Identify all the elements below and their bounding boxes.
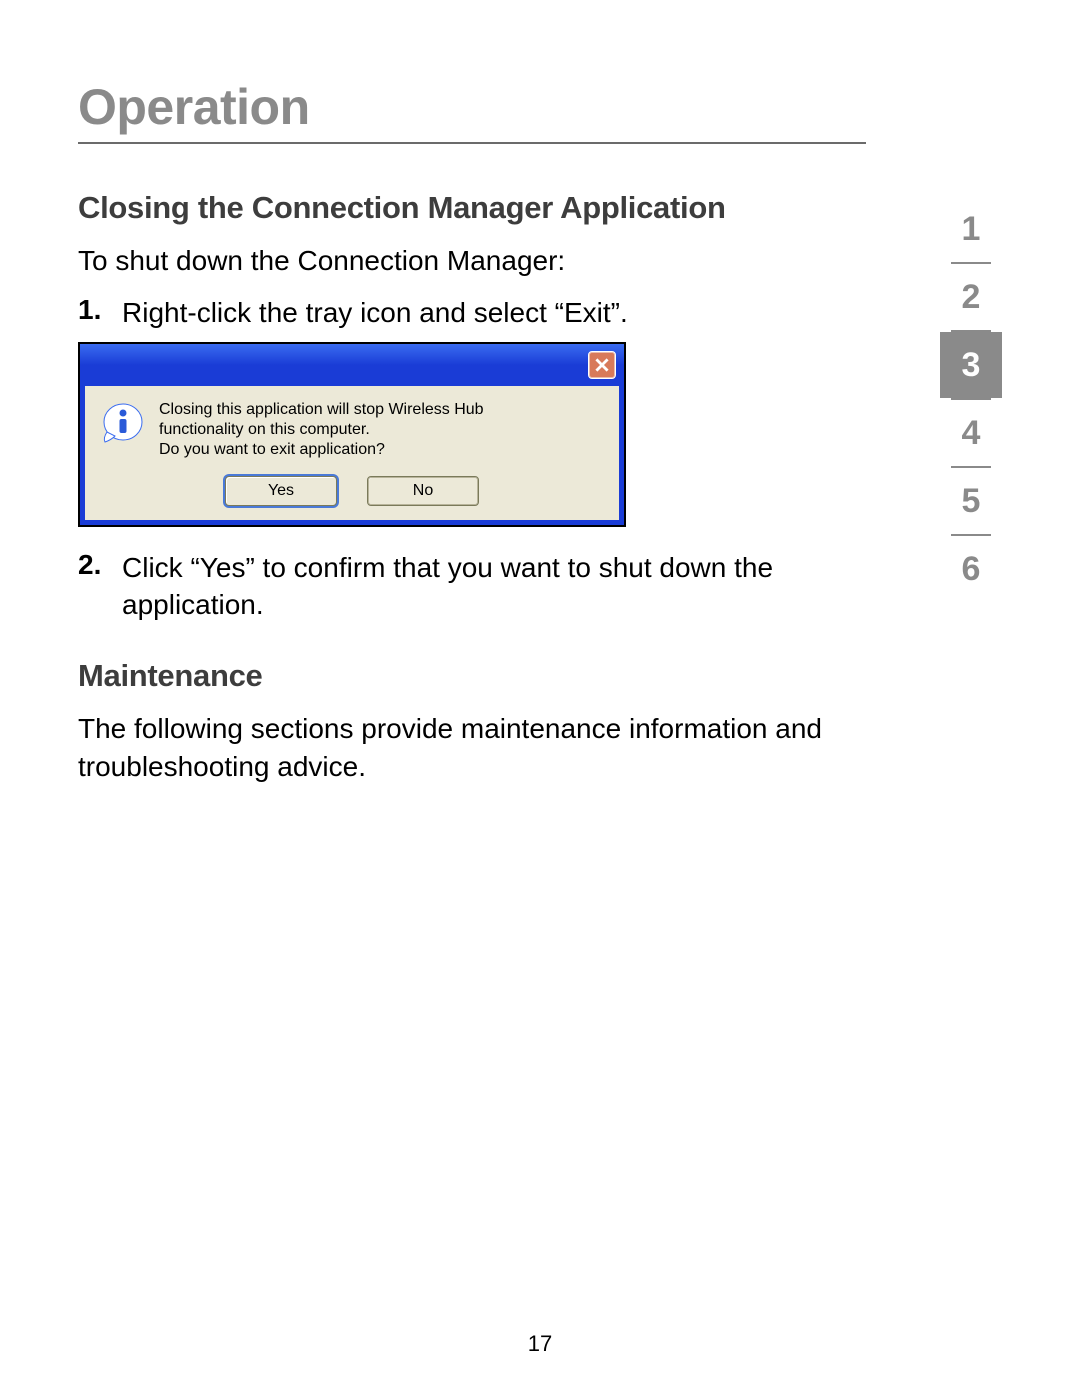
step-2-number: 2. — [78, 549, 122, 625]
dialog-line-2: functionality on this computer. — [159, 420, 484, 440]
step-1: 1. Right-click the tray icon and select … — [78, 294, 848, 332]
page-number: 17 — [0, 1331, 1080, 1357]
no-button[interactable]: No — [367, 476, 479, 506]
tab-4[interactable]: 4 — [940, 400, 1002, 466]
info-icon — [101, 402, 145, 446]
maintenance-body-text: The following sections provide maintenan… — [78, 710, 848, 786]
tab-3[interactable]: 3 — [940, 332, 1002, 398]
xp-titlebar — [80, 344, 624, 386]
dialog-message: Closing this application will stop Wirel… — [159, 400, 484, 460]
section-heading-closing: Closing the Connection Manager Applicati… — [78, 190, 848, 226]
dialog-screenshot: Closing this application will stop Wirel… — [78, 342, 848, 527]
tab-1[interactable]: 1 — [940, 196, 1002, 262]
close-button[interactable] — [588, 351, 616, 379]
step-2-text: Click “Yes” to confirm that you want to … — [122, 549, 848, 625]
closing-intro-text: To shut down the Connection Manager: — [78, 242, 848, 280]
step-2: 2. Click “Yes” to confirm that you want … — [78, 549, 848, 625]
xp-dialog-body: Closing this application will stop Wirel… — [85, 386, 619, 520]
step-1-text: Right-click the tray icon and select “Ex… — [122, 294, 628, 332]
close-icon — [595, 358, 609, 372]
main-content: Closing the Connection Manager Applicati… — [78, 190, 848, 800]
section-heading-maintenance: Maintenance — [78, 658, 848, 694]
yes-button[interactable]: Yes — [225, 476, 337, 506]
page-title: Operation — [78, 78, 310, 136]
step-1-number: 1. — [78, 294, 122, 332]
tab-5[interactable]: 5 — [940, 468, 1002, 534]
title-underline — [78, 142, 866, 144]
tab-6[interactable]: 6 — [940, 536, 1002, 602]
tab-2[interactable]: 2 — [940, 264, 1002, 330]
dialog-buttons: Yes No — [101, 476, 603, 506]
dialog-line-1: Closing this application will stop Wirel… — [159, 400, 484, 420]
dialog-line-3: Do you want to exit application? — [159, 440, 484, 460]
xp-dialog-window: Closing this application will stop Wirel… — [78, 342, 626, 527]
section-tabs: 1 2 3 4 5 6 — [940, 196, 1002, 602]
